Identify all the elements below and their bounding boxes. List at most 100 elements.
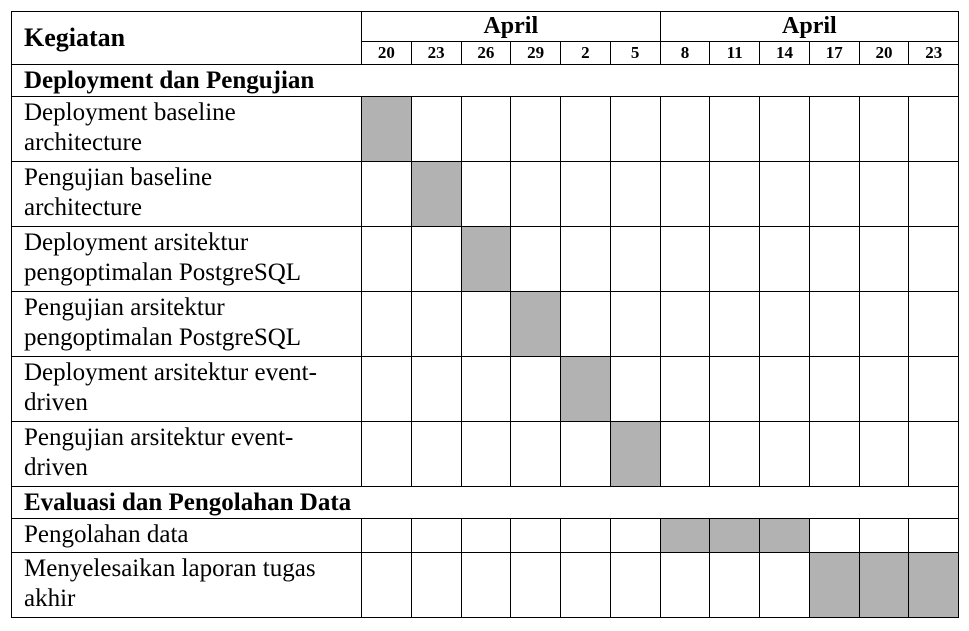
activity-name: Menyelesaikan laporan tugas akhir bbox=[11, 552, 362, 618]
activity-name-line: pengoptimalan PostgreSQL bbox=[24, 259, 302, 286]
schedule-cell bbox=[361, 161, 412, 227]
schedule-cell bbox=[759, 291, 810, 357]
schedule-cell-filled bbox=[858, 552, 910, 618]
schedule-cell bbox=[709, 226, 761, 292]
schedule-cell bbox=[808, 161, 860, 227]
schedule-cell bbox=[709, 356, 761, 422]
schedule-cell bbox=[410, 96, 462, 162]
schedule-cell bbox=[808, 421, 860, 487]
day-header: 20 bbox=[858, 40, 910, 66]
activity-name: Pengujian arsitektur event-driven bbox=[11, 421, 362, 487]
schedule-cell bbox=[361, 226, 412, 292]
schedule-cell-filled bbox=[808, 552, 860, 618]
schedule-cell bbox=[808, 226, 860, 292]
activity-name: Pengolahan data bbox=[11, 518, 362, 553]
schedule-cell bbox=[609, 356, 661, 422]
schedule-cell bbox=[361, 518, 412, 553]
day-header: 2 bbox=[560, 40, 611, 66]
day-header: 11 bbox=[709, 40, 761, 66]
day-header: 14 bbox=[759, 40, 810, 66]
schedule-cell bbox=[609, 518, 661, 553]
activity-name: Pengujian baseline architecture bbox=[11, 161, 362, 227]
schedule-cell bbox=[659, 161, 711, 227]
schedule-cell bbox=[361, 421, 412, 487]
schedule-cell bbox=[560, 552, 611, 618]
schedule-cell bbox=[858, 518, 910, 553]
day-header-row: 20 23 26 29 2 5 8 11 14 17 20 23 bbox=[12, 40, 960, 66]
activity-row: Deployment arsitektur pengoptimalan Postg… bbox=[11, 226, 960, 292]
schedule-cell bbox=[759, 356, 810, 422]
schedule-cell bbox=[460, 518, 512, 553]
schedule-cell bbox=[808, 518, 860, 553]
schedule-cell bbox=[361, 356, 412, 422]
day-header: 17 bbox=[808, 40, 860, 66]
schedule-cell bbox=[858, 356, 910, 422]
schedule-cell bbox=[560, 226, 611, 292]
schedule-cell bbox=[410, 226, 462, 292]
activity-row: Pengujian arsitektur pengoptimalan Postgr… bbox=[11, 291, 960, 357]
schedule-cell bbox=[410, 552, 462, 618]
schedule-cell-filled bbox=[659, 518, 711, 553]
section-title: Evaluasi dan Pengolahan Data bbox=[10, 486, 960, 519]
schedule-cell-filled bbox=[510, 291, 561, 357]
activity-row: Pengujian baseline architecture bbox=[11, 161, 960, 227]
schedule-cell bbox=[609, 226, 661, 292]
schedule-cell-filled bbox=[709, 518, 761, 553]
schedule-cell bbox=[510, 552, 561, 618]
schedule-cell bbox=[858, 96, 910, 162]
schedule-cell bbox=[510, 518, 561, 553]
activity-name-line: driven bbox=[24, 389, 88, 416]
schedule-cell bbox=[510, 226, 561, 292]
schedule-cell bbox=[659, 291, 711, 357]
schedule-cell bbox=[759, 552, 810, 618]
schedule-cell bbox=[858, 161, 910, 227]
schedule-cell bbox=[460, 356, 512, 422]
schedule-cell bbox=[858, 291, 910, 357]
activity-name-line: Deployment baseline bbox=[24, 99, 236, 126]
month-header-row: Kegiatan April April bbox=[11, 11, 960, 65]
schedule-cell bbox=[510, 356, 561, 422]
section-row: Deployment dan Pengujian bbox=[10, 64, 960, 97]
section-title: Deployment dan Pengujian bbox=[10, 64, 960, 97]
schedule-cell-filled bbox=[759, 518, 810, 553]
activity-name-line: pengoptimalan PostgreSQL bbox=[24, 324, 302, 351]
schedule-cell bbox=[858, 421, 910, 487]
schedule-cell bbox=[659, 226, 711, 292]
schedule-cell bbox=[460, 291, 512, 357]
activity-row: Deployment arsitektur event-driven bbox=[11, 356, 960, 422]
schedule-cell bbox=[709, 161, 761, 227]
activity-row: Deployment baseline architecture bbox=[11, 96, 960, 162]
schedule-cell bbox=[460, 552, 512, 618]
activity-name-line: Deployment arsitektur bbox=[24, 229, 249, 256]
activity-name-line: driven bbox=[24, 454, 88, 481]
schedule-cell bbox=[908, 161, 960, 227]
schedule-cell bbox=[609, 161, 661, 227]
schedule-cell bbox=[410, 518, 462, 553]
section-row: Evaluasi dan Pengolahan Data bbox=[10, 486, 960, 519]
schedule-cell bbox=[361, 552, 412, 618]
schedule-cell bbox=[609, 552, 661, 618]
month-header: April bbox=[659, 11, 960, 42]
activity-name: Deployment arsitektur pengoptimalan Postg… bbox=[11, 226, 362, 292]
activity-name-line: Pengujian arsitektur bbox=[24, 294, 225, 321]
schedule-cell-filled bbox=[560, 356, 611, 422]
activity-name-line: Pengujian arsitektur event- bbox=[24, 424, 294, 451]
schedule-cell bbox=[908, 356, 960, 422]
activity-name-line: architecture bbox=[24, 129, 142, 156]
schedule-cell bbox=[709, 421, 761, 487]
schedule-cell-filled bbox=[410, 161, 462, 227]
schedule-cell bbox=[709, 552, 761, 618]
schedule-cell bbox=[908, 291, 960, 357]
schedule-cell bbox=[510, 161, 561, 227]
schedule-cell bbox=[908, 421, 960, 487]
activity-name-line: Menyelesaikan laporan tugas bbox=[24, 555, 316, 582]
schedule-cell bbox=[659, 356, 711, 422]
day-header: 8 bbox=[659, 40, 711, 66]
day-header: 23 bbox=[908, 40, 960, 66]
schedule-cell bbox=[709, 291, 761, 357]
schedule-cell bbox=[560, 421, 611, 487]
schedule-cell bbox=[609, 96, 661, 162]
activity-row: Pengujian arsitektur event-driven bbox=[11, 421, 960, 487]
gantt-schedule-table: Kegiatan April April 20 23 26 29 2 5 8 1… bbox=[10, 11, 960, 618]
activity-name-line: akhir bbox=[24, 585, 76, 612]
